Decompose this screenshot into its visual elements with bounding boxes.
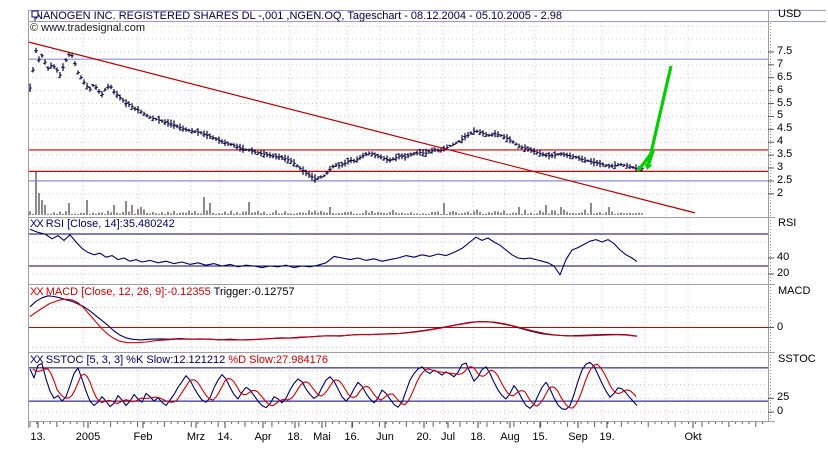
rsi-tick-label: 40 — [777, 251, 790, 263]
x-axis-label: Mrz — [186, 431, 206, 443]
macd-handle-icon[interactable]: XX — [30, 286, 44, 298]
sstoc-panel-label: SSTOC — [778, 353, 816, 365]
x-axis-label: 13. — [30, 431, 46, 443]
sstoc-d-caption: %D Slow:27.984176 — [228, 354, 329, 366]
macd-tick-label: 0 — [777, 320, 784, 333]
price-axis-unit-label: USD — [778, 8, 802, 20]
x-axis-label: Okt — [684, 431, 702, 443]
price-tick-label: 5 — [777, 109, 784, 122]
price-tick-label: 2 — [777, 186, 784, 199]
x-axis-label: 14. — [217, 431, 233, 443]
macd-caption: MACD [Close, 12, 26, 9]:-0.12355 — [45, 286, 211, 298]
price-tick-label: 7.5 — [777, 44, 793, 57]
x-axis-label: 19. — [599, 431, 615, 443]
x-axis-label: 18. — [470, 431, 486, 443]
chart-title: NANOGEN INC. REGISTERED SHARES DL -,001 … — [35, 10, 562, 22]
x-axis-label: 18. — [287, 431, 303, 443]
x-axis-label: Aug — [500, 431, 520, 443]
x-axis-label: Feb — [133, 431, 153, 443]
rsi-tick-label: 20 — [777, 267, 790, 279]
macd-trigger-line — [29, 298, 638, 344]
price-tick-label: 3.5 — [777, 148, 793, 161]
x-axis-label: 16. — [344, 431, 360, 443]
sstoc-k-caption: SSTOC [5, 3, 3] %K Slow:12.121212 — [45, 354, 226, 366]
sstoc-d-line — [32, 363, 637, 409]
x-axis-label: Sep — [568, 431, 588, 443]
price-tick-label: 6.5 — [777, 70, 793, 83]
rsi-line — [29, 228, 638, 276]
sstoc-caption-row: XX SSTOC [5, 3, 3] %K Slow:12.121212 %D S… — [30, 355, 328, 366]
sstoc-handle-icon[interactable]: XX — [30, 354, 44, 366]
x-axis-label: 20. — [416, 431, 432, 443]
x-axis-label: Mai — [313, 431, 331, 443]
sstoc-tick-label: 25 — [777, 391, 790, 404]
x-axis-label: 2005 — [75, 431, 101, 443]
chart-title-bar: NANOGEN INC. REGISTERED SHARES DL -,001 … — [30, 10, 562, 22]
rsi-caption-row: XX RSI [Close, 14]:35.480242 — [30, 219, 175, 230]
watermark: © www.tradesignal.com — [30, 22, 146, 34]
x-axis-label: Jul — [440, 431, 456, 443]
macd-trigger-caption: Trigger:-0.12757 — [213, 286, 295, 298]
rsi-caption: RSI [Close, 14]:35.480242 — [45, 218, 175, 230]
macd-panel-label: MACD — [778, 285, 811, 297]
price-tick-label: 4.5 — [777, 122, 793, 135]
sstoc-tick-label: 0 — [777, 405, 784, 418]
price-tick-label: 6 — [777, 83, 784, 96]
x-axis-label: 15. — [532, 431, 548, 443]
price-tick-label: 2.5 — [777, 173, 793, 186]
price-tick-label: 7 — [777, 57, 784, 70]
x-axis-label: Apr — [254, 431, 272, 443]
rsi-handle-icon[interactable]: XX — [30, 218, 44, 230]
green-projection-arrow — [636, 65, 673, 172]
macd-caption-row: XX MACD [Close, 12, 26, 9]:-0.12355 Trigg… — [30, 287, 295, 298]
price-tick-label: 3 — [777, 161, 784, 173]
x-axis-label: Jun — [376, 431, 394, 443]
green-arrowhead — [644, 163, 653, 170]
price-tick-label: 4 — [777, 135, 784, 148]
downtrend-line — [27, 41, 696, 214]
rsi-panel-label: RSI — [778, 217, 797, 229]
price-tick-label: 5.5 — [777, 96, 793, 109]
